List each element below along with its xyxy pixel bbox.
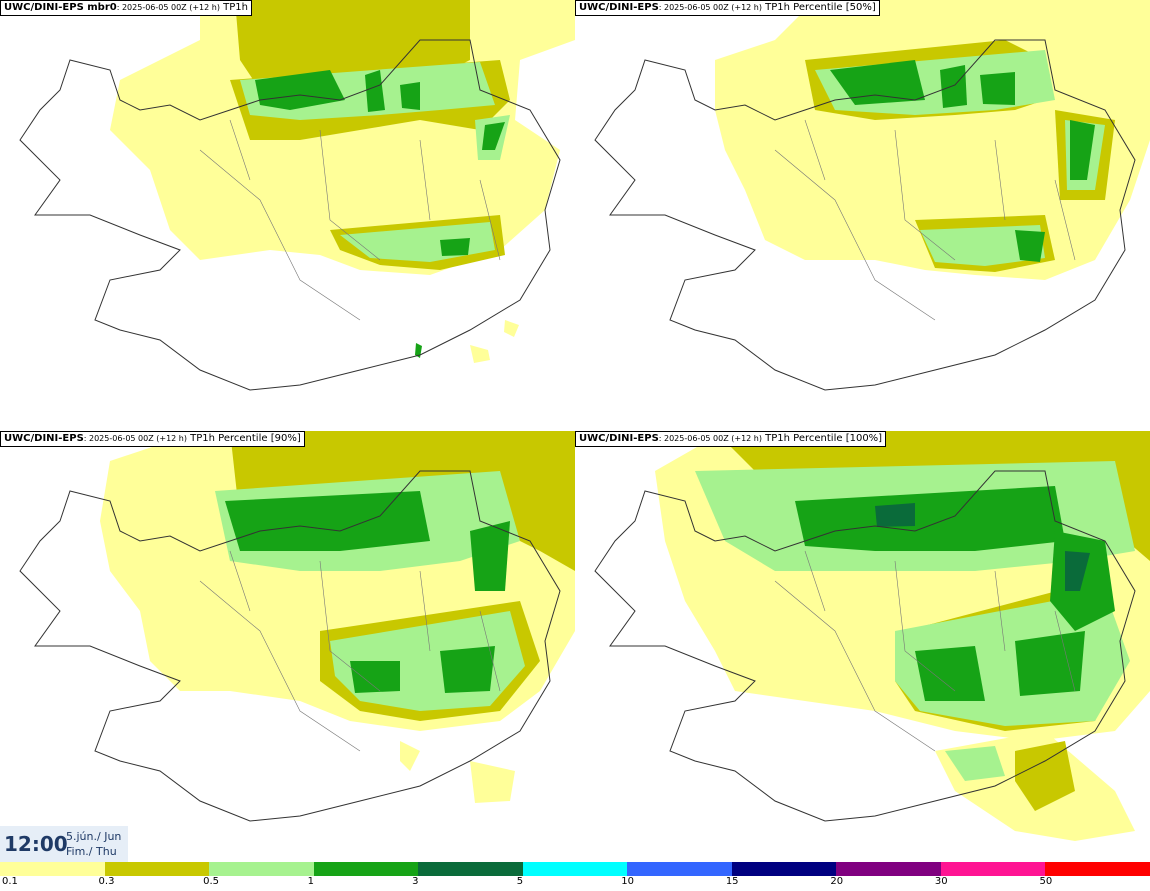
run-info: : 2025-06-05 00Z (+12 h) [83,434,187,443]
panel-title: UWC/DINI-EPS: 2025-06-05 00Z (+12 h) TP1… [575,0,880,16]
legend-swatch [627,862,732,876]
precipitation-map [19,431,575,822]
legend-swatch [418,862,523,876]
valid-date-line1: 5.jún./ Jun [66,830,122,843]
legend-swatch [1045,862,1150,876]
legend-swatch [731,862,837,876]
panel-title: UWC/DINI-EPS: 2025-06-05 00Z (+12 h) TP1… [575,431,887,447]
field-label: TP1h Percentile [90%] [186,433,301,444]
panel-title: UWC/DINI-EPS: 2025-06-05 00Z (+12 h) TP1… [0,431,305,447]
legend-label: 15 [725,876,739,887]
map-panel-p100: UWC/DINI-EPS: 2025-06-05 00Z (+12 h) TP1… [575,431,1150,861]
precipitation-map [19,0,575,391]
valid-time-box: 12:00 5.jún./ Jun Fim./ Thu [0,826,128,862]
legend-label: 1 [307,876,314,887]
legend-labels: 0.1 0.3 0.5 1 3 5 10 15 20 30 50 [0,876,1150,891]
legend-label: 0.3 [98,876,115,887]
run-info: : 2025-06-05 00Z (+12 h) [658,434,762,443]
field-label: TP1h Percentile [50%] [761,2,876,13]
legend-label: 5 [516,876,524,887]
legend-swatch [836,862,941,876]
model-label: UWC/DINI-EPS [579,433,659,444]
model-label: UWC/DINI-EPS mbr0 [4,2,117,13]
legend-swatch [522,862,628,876]
color-legend [0,862,1150,876]
legend-label: 50 [1039,876,1053,887]
precipitation-map [594,0,1150,391]
field-label: TP1h Percentile [100%] [761,433,883,444]
legend-label: 20 [830,876,844,887]
legend-swatch [313,862,419,876]
map-panel-p90: UWC/DINI-EPS: 2025-06-05 00Z (+12 h) TP1… [0,431,575,861]
legend-swatch [209,862,314,876]
legend-label: 0.5 [203,876,219,887]
precipitation-map [594,431,1150,841]
map-panel-mbr0: UWC/DINI-EPS mbr0: 2025-06-05 00Z (+12 h… [0,0,575,430]
valid-date-line2: Fim./ Thu [66,845,117,858]
map-panel-p50: UWC/DINI-EPS: 2025-06-05 00Z (+12 h) TP1… [575,0,1150,430]
legend-label: 10 [621,876,634,887]
run-info: : 2025-06-05 00Z (+12 h) [116,3,220,12]
legend-label: 0.1 [2,876,18,887]
panel-title: UWC/DINI-EPS mbr0: 2025-06-05 00Z (+12 h… [0,0,252,16]
legend-swatch [104,862,210,876]
model-label: UWC/DINI-EPS [579,2,659,13]
field-label: TP1h [219,2,248,13]
legend-label: 3 [412,876,419,887]
legend-swatch [940,862,1046,876]
run-info: : 2025-06-05 00Z (+12 h) [658,3,762,12]
valid-time: 12:00 [4,832,68,856]
legend-label: 30 [934,876,948,887]
legend-swatch [0,862,105,876]
model-label: UWC/DINI-EPS [4,433,84,444]
